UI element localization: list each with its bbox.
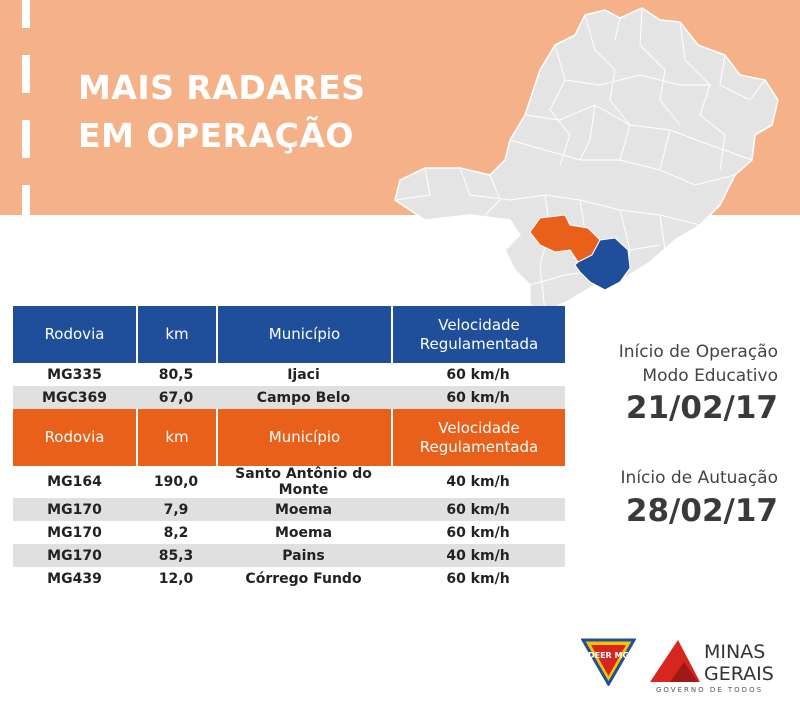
col-km-header: km	[136, 409, 216, 466]
operacao-date: 21/02/17	[626, 390, 778, 426]
table-row: MGC369 67,0 Campo Belo 60 km/h	[13, 386, 565, 409]
autuacao-date: 28/02/17	[626, 493, 778, 529]
deer-logo-text: DEER MG	[588, 651, 629, 660]
mg-logo-line2: GERAIS	[704, 663, 774, 685]
table-row: MG439 12,0 Córrego Fundo 60 km/h	[13, 567, 565, 590]
page-title: MAIS RADARES EM OPERAÇÃO	[78, 64, 366, 160]
table-row: MG164 190,0 Santo Antônio do Monte 40 km…	[13, 466, 565, 498]
table-row: MG335 80,5 Ijaci 60 km/h	[13, 363, 565, 386]
col-km-header: km	[136, 306, 216, 363]
col-municipio-header: Município	[216, 306, 391, 363]
table-header-blue: Rodovia km Município Velocidade Regulame…	[13, 306, 565, 363]
col-municipio-header: Município	[216, 409, 391, 466]
col-rodovia-header: Rodovia	[13, 409, 136, 466]
radar-table: Rodovia km Município Velocidade Regulame…	[13, 306, 565, 590]
mg-logo-tagline: GOVERNO DE TODOS	[656, 686, 763, 694]
minas-gerais-logo: MINAS GERAIS GOVERNO DE TODOS	[650, 636, 790, 696]
table-row: MG170 8,2 Moema 60 km/h	[13, 521, 565, 544]
mg-logo-line1: MINAS	[704, 641, 765, 663]
col-velocidade-header: Velocidade Regulamentada	[391, 306, 565, 363]
table-row: MG170 7,9 Moema 60 km/h	[13, 498, 565, 521]
inicio-operacao-label: Início de Operação Modo Educativo	[619, 340, 778, 388]
col-rodovia-header: Rodovia	[13, 306, 136, 363]
minas-gerais-map	[380, 0, 800, 330]
table-row: MG170 85,3 Pains 40 km/h	[13, 544, 565, 567]
inicio-autuacao-label: Início de Autuação	[621, 468, 778, 488]
deer-mg-logo: DEER MG	[581, 636, 636, 686]
road-lane-stripes	[22, 0, 30, 215]
col-velocidade-header: Velocidade Regulamentada	[391, 409, 565, 466]
table-header-orange: Rodovia km Município Velocidade Regulame…	[13, 409, 565, 466]
